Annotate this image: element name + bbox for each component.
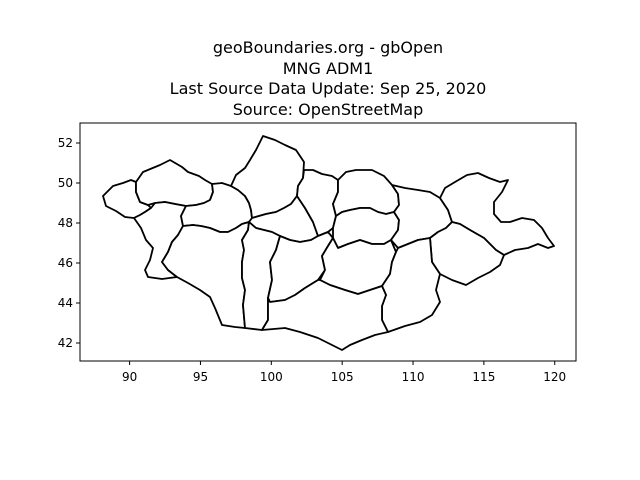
region-bayan-olgii xyxy=(102,179,152,219)
title-line-3: Last Source Data Update: Sep 25, 2020 xyxy=(170,79,487,98)
title-line-2: MNG ADM1 xyxy=(283,59,374,78)
y-tick-label: 42 xyxy=(58,336,73,350)
title-line-1: geoBoundaries.org - gbOpen xyxy=(213,38,443,57)
y-tick-label: 46 xyxy=(58,256,73,270)
region-sukhbaatar xyxy=(429,221,505,286)
province-boundaries xyxy=(102,135,555,351)
title-block: geoBoundaries.org - gbOpen MNG ADM1 Last… xyxy=(170,38,487,119)
region-dornogovi xyxy=(381,237,441,333)
region-omnogovi xyxy=(261,279,389,351)
x-tick-label: 120 xyxy=(543,370,566,384)
x-tick-label: 115 xyxy=(472,370,495,384)
y-tick-label: 48 xyxy=(58,216,73,230)
x-tick-label: 105 xyxy=(331,370,354,384)
y-tick-label: 52 xyxy=(58,136,73,150)
title-line-4: Source: OpenStreetMap xyxy=(233,100,424,119)
x-tick-label: 95 xyxy=(193,370,208,384)
y-tick-label: 44 xyxy=(58,296,73,310)
x-tick-label: 110 xyxy=(402,370,425,384)
x-axis: 90 95 100 105 110 115 120 xyxy=(122,361,566,384)
y-axis: 42 44 46 48 50 52 xyxy=(58,136,80,350)
y-tick-label: 50 xyxy=(58,176,73,190)
x-tick-label: 100 xyxy=(260,370,283,384)
x-tick-label: 90 xyxy=(122,370,137,384)
